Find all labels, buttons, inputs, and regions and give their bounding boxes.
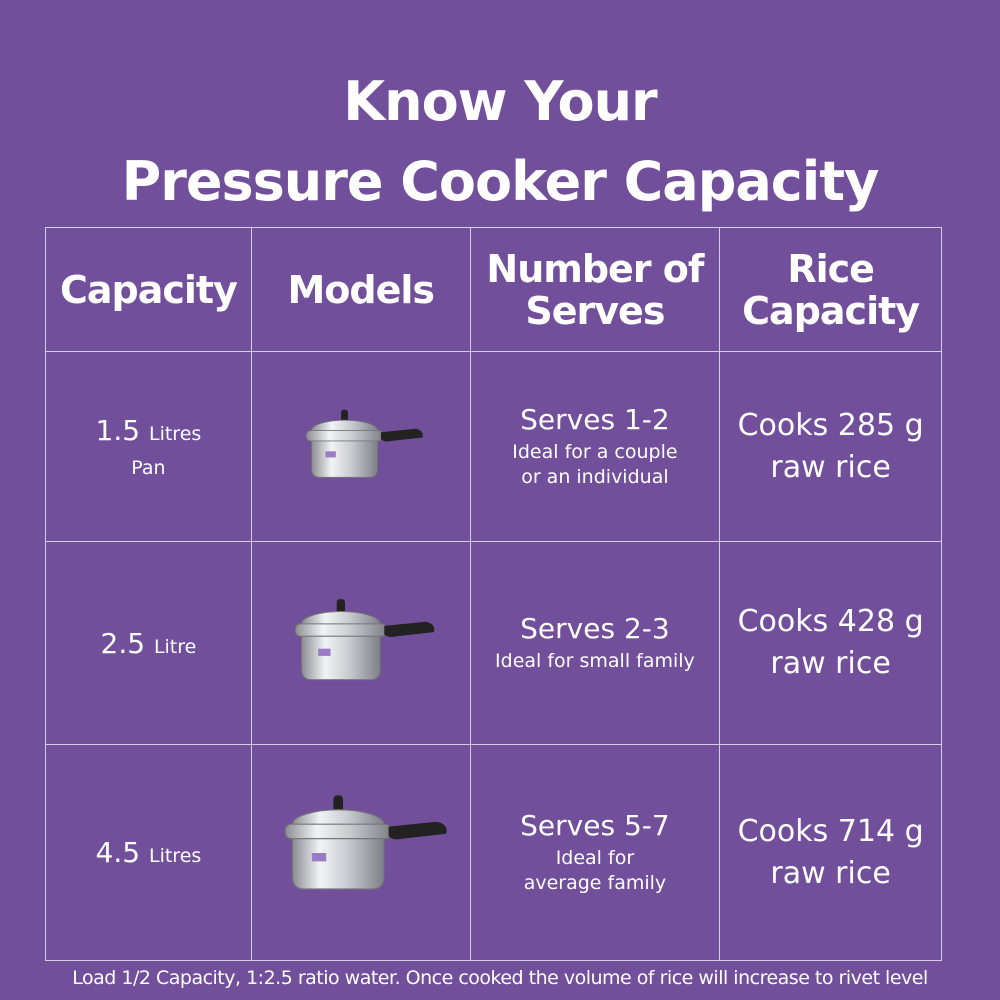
- capacity-value: 1.5: [95, 414, 141, 447]
- capacity-cell: 4.5 Litres: [45, 744, 252, 961]
- serves-cell: Serves 2-3 Ideal for small family: [469, 541, 721, 745]
- rice-amount: Cooks 285 g: [737, 407, 924, 443]
- header-models: Models: [250, 227, 471, 352]
- serves-desc: Ideal for average family: [523, 847, 667, 894]
- capacity-cell: 1.5 Litres Pan: [45, 351, 252, 542]
- model-cell: [250, 744, 471, 961]
- table-row: 1.5 Litres Pan Serves 1-2 Ideal for a coup…: [45, 351, 942, 542]
- rice-amount: Cooks 714 g: [737, 813, 924, 849]
- serves-desc: Ideal for a couple or an individual: [512, 441, 678, 488]
- rice-label: raw rice: [770, 646, 891, 681]
- title-line-1: Know Your: [343, 70, 657, 133]
- serves-value: Serves 5-7: [520, 809, 670, 842]
- capacity-value: 4.5: [95, 836, 141, 869]
- table-row: 2.5 Litre Serves 2-3 Ideal for small fami…: [45, 541, 942, 745]
- rice-label: raw rice: [770, 855, 891, 891]
- rice-amount: Cooks 428 g: [737, 604, 924, 639]
- capacity-unit: Litre: [153, 635, 197, 658]
- serves-desc: Ideal for small family: [495, 650, 695, 672]
- header-serves: Number of Serves: [469, 227, 721, 352]
- rice-cell: Cooks 428 g raw rice: [719, 541, 942, 745]
- serves-value: Serves 1-2: [520, 403, 670, 436]
- capacity-cell: 2.5 Litre: [45, 541, 252, 745]
- title-line-2: Pressure Cooker Capacity: [121, 150, 880, 213]
- capacity-sub: Pan: [131, 457, 166, 479]
- footer-note: Load 1/2 Capacity, 1:2.5 ratio water. On…: [72, 967, 928, 989]
- pressure-cooker-icon: [305, 409, 423, 478]
- model-cell: [250, 351, 471, 542]
- model-cell: [250, 541, 471, 745]
- serves-value: Serves 2-3: [520, 612, 670, 645]
- header-rice: Rice Capacity: [719, 227, 942, 352]
- serves-cell: Serves 1-2 Ideal for a couple or an indiv…: [469, 351, 721, 542]
- rice-label: raw rice: [770, 449, 891, 485]
- header-row: Capacity Models Number of Serves Rice Ca…: [45, 227, 942, 352]
- rice-cell: Cooks 714 g raw rice: [719, 744, 942, 961]
- capacity-value: 2.5: [100, 626, 146, 660]
- serves-cell: Serves 5-7 Ideal for average family: [469, 744, 721, 961]
- capacity-unit: Litres: [148, 845, 202, 867]
- capacity-unit: Litres: [148, 423, 202, 445]
- rice-cell: Cooks 285 g raw rice: [719, 351, 942, 542]
- pressure-cooker-icon: [284, 794, 447, 890]
- capacity-table: Capacity Models Number of Serves Rice Ca…: [45, 227, 942, 961]
- table-row: 4.5 Litres Serves 5-7 Ideal for average f…: [45, 744, 942, 961]
- header-capacity: Capacity: [45, 227, 252, 352]
- pressure-cooker-icon: [295, 598, 435, 680]
